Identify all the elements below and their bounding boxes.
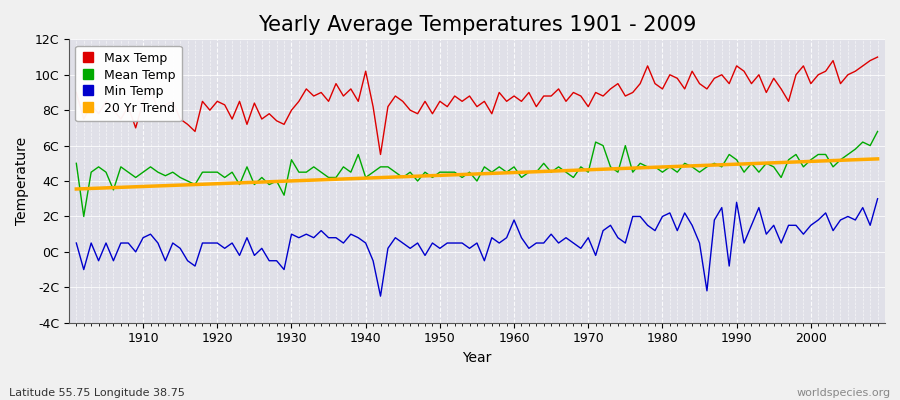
X-axis label: Year: Year (463, 351, 491, 365)
Legend: Max Temp, Mean Temp, Min Temp, 20 Yr Trend: Max Temp, Mean Temp, Min Temp, 20 Yr Tre… (76, 46, 182, 121)
Y-axis label: Temperature: Temperature (15, 137, 29, 225)
Text: worldspecies.org: worldspecies.org (796, 388, 891, 398)
Title: Yearly Average Temperatures 1901 - 2009: Yearly Average Temperatures 1901 - 2009 (257, 15, 696, 35)
Text: Latitude 55.75 Longitude 38.75: Latitude 55.75 Longitude 38.75 (9, 388, 184, 398)
